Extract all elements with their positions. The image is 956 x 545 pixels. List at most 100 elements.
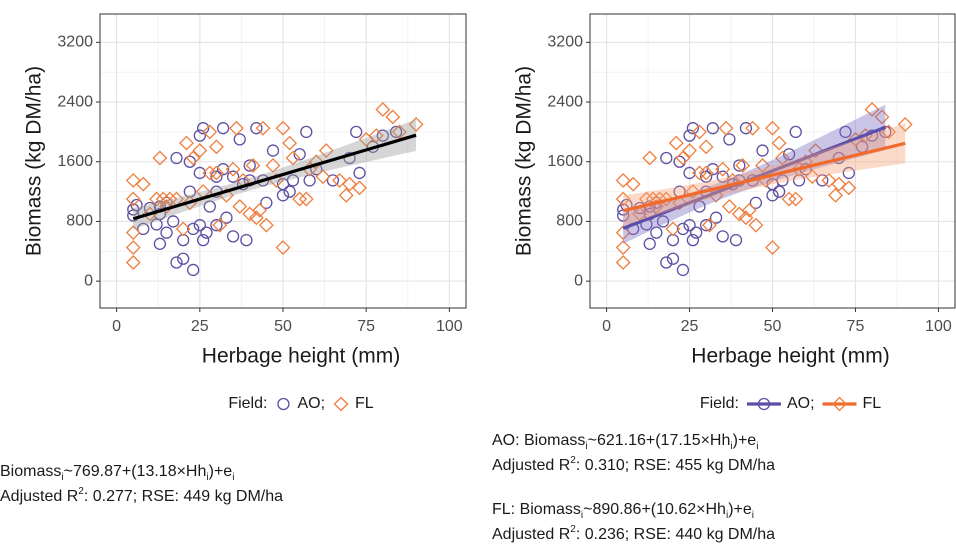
annotation-sub: i — [232, 472, 234, 483]
annotation-text: FL: Biomass — [492, 501, 581, 518]
point — [776, 174, 789, 187]
point — [881, 124, 897, 140]
annotation-text: Adjusted R — [0, 488, 78, 505]
point — [283, 185, 296, 198]
annotation-sup: 2 — [570, 455, 576, 466]
point — [226, 170, 240, 183]
point — [645, 191, 661, 207]
point — [318, 143, 334, 158]
x-tick-label: 50 — [274, 318, 292, 335]
point — [149, 191, 164, 207]
point — [808, 143, 824, 158]
point — [676, 263, 690, 277]
point — [216, 163, 230, 176]
y-tick-label: 1600 — [57, 153, 93, 170]
point — [220, 211, 233, 224]
annotation: Biomassi~769.87+(13.18×Hhi)+ei — [0, 463, 234, 482]
point — [771, 135, 787, 151]
annotation-text: : 0.277; RSE: 449 kg DM/ha — [84, 488, 283, 505]
x-axis-title: Herbage height (mm) — [691, 345, 889, 368]
point — [666, 252, 680, 265]
point — [177, 252, 190, 265]
legend-label: AO — [297, 395, 320, 412]
annotation: Adjusted R2: 0.277; RSE: 449 kg DM/ha — [0, 486, 283, 506]
point — [266, 144, 280, 157]
point — [721, 199, 737, 214]
point — [652, 191, 668, 207]
point — [196, 122, 210, 135]
point — [187, 263, 200, 277]
point — [706, 122, 719, 135]
point — [209, 165, 224, 181]
point — [232, 199, 248, 214]
y-tick-label: 1600 — [547, 153, 583, 170]
point — [665, 221, 681, 237]
point — [200, 226, 213, 239]
point — [625, 176, 641, 192]
annotation-text: : 0.310; RSE: 455 kg DM/ha — [576, 457, 775, 474]
point — [255, 120, 271, 136]
legend-marker — [832, 396, 847, 412]
y-tick-label: 3200 — [57, 34, 93, 51]
annotation-sub: i — [726, 510, 728, 521]
y-axis-title: Biomass (kg DM/ha) — [23, 66, 46, 256]
point — [170, 256, 183, 269]
plot-border — [589, 13, 956, 309]
point — [668, 135, 684, 151]
point — [392, 124, 407, 140]
point — [332, 172, 347, 188]
annotation: Adjusted R2: 0.310; RSE: 455 kg DM/ha — [492, 455, 775, 475]
point — [706, 163, 719, 176]
point — [326, 174, 340, 187]
point — [765, 120, 780, 136]
point — [210, 219, 223, 232]
annotation-sub: i — [730, 441, 732, 452]
legend: Field: AO; FL — [228, 395, 373, 412]
point — [300, 125, 313, 139]
point — [350, 125, 363, 139]
point — [749, 196, 763, 209]
point — [839, 125, 852, 139]
point — [216, 122, 230, 135]
point — [699, 170, 713, 183]
point — [338, 187, 354, 203]
point — [282, 135, 298, 151]
point — [615, 191, 631, 207]
point — [153, 237, 167, 250]
point — [135, 176, 151, 192]
annotation-sup: 2 — [570, 524, 576, 535]
point — [841, 180, 857, 196]
point — [352, 180, 367, 196]
annotation-text: )+e — [728, 501, 752, 518]
chart-panel: 0 25 50 75 1000800160024003200Biomassi~769.8… — [0, 13, 467, 506]
x-tick-label: 0 — [112, 318, 121, 335]
point — [252, 202, 268, 218]
x-tick-label: 100 — [925, 318, 952, 335]
point — [130, 198, 143, 212]
point — [660, 256, 673, 269]
point — [293, 148, 306, 161]
point — [275, 120, 291, 136]
confidence-band — [623, 104, 886, 244]
point — [250, 122, 263, 135]
annotation-text: Biomass — [0, 463, 61, 480]
point — [756, 144, 769, 157]
y-tick-label: 0 — [574, 272, 583, 289]
legend-marker — [333, 396, 349, 412]
point — [196, 233, 210, 247]
point — [240, 233, 253, 247]
legend-label: AO — [787, 395, 810, 412]
point — [315, 169, 331, 185]
point — [650, 226, 663, 239]
point — [225, 161, 241, 177]
legend-marker — [277, 397, 290, 411]
point — [125, 225, 141, 241]
x-tick-label: 50 — [764, 318, 782, 335]
point — [175, 221, 191, 237]
point — [642, 150, 658, 166]
point — [702, 217, 717, 233]
point — [615, 255, 631, 270]
annotation-text: ~621.16+(17.15×Hh — [588, 432, 731, 449]
annotation-text: Adjusted R — [492, 526, 570, 543]
point — [368, 128, 384, 144]
